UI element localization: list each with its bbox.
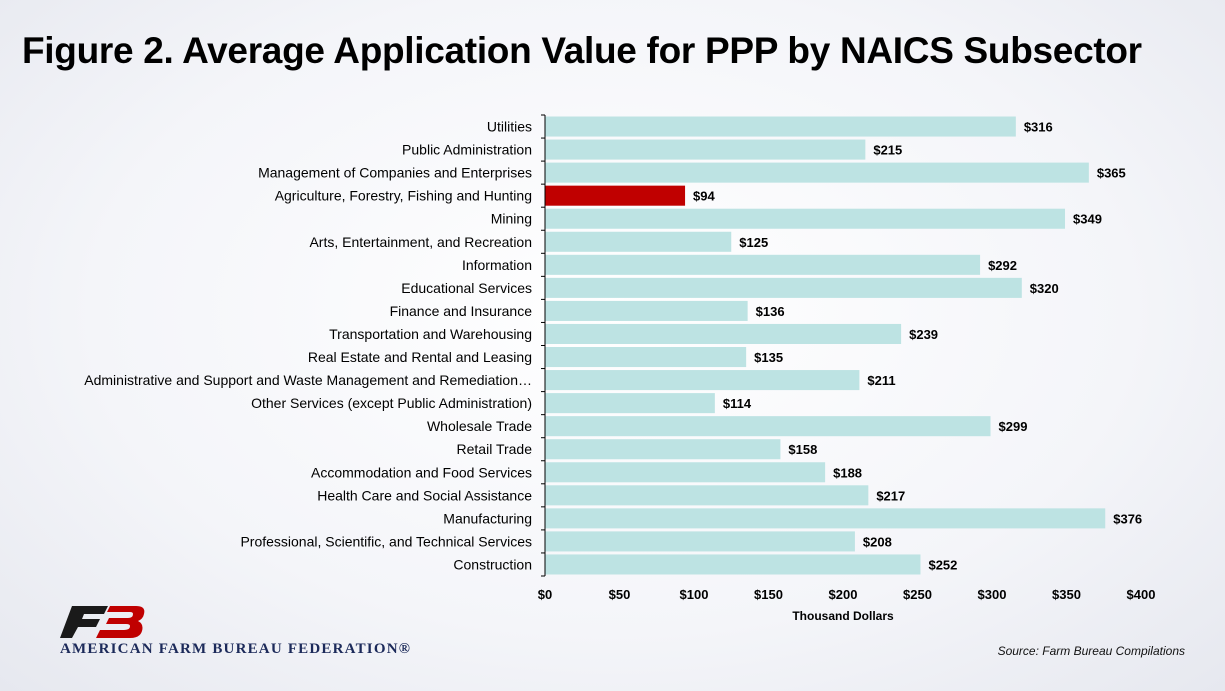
bar bbox=[545, 300, 748, 321]
organization-name: AMERICAN FARM BUREAU FEDERATION® bbox=[60, 641, 412, 657]
x-tick-label: $50 bbox=[609, 587, 631, 602]
value-label: $135 bbox=[754, 350, 783, 365]
bar bbox=[545, 116, 1016, 137]
bar bbox=[545, 370, 860, 391]
x-tick-label: $350 bbox=[1052, 587, 1081, 602]
x-tick-label: $400 bbox=[1127, 587, 1156, 602]
x-tick-label: $150 bbox=[754, 587, 783, 602]
bar bbox=[545, 439, 781, 460]
value-label: $349 bbox=[1073, 212, 1102, 227]
category-label: Agriculture, Forestry, Fishing and Hunti… bbox=[275, 188, 532, 204]
bar bbox=[545, 485, 869, 506]
bar bbox=[545, 393, 715, 414]
bar bbox=[545, 185, 686, 206]
category-label: Construction bbox=[453, 556, 532, 572]
value-labels-group: $316 $215 $365 $94 $349 $125 $292 $320 $136 $239 $… bbox=[693, 120, 1142, 573]
value-label: $94 bbox=[693, 189, 715, 204]
category-label: Educational Services bbox=[401, 280, 532, 296]
category-label: Real Estate and Rental and Leasing bbox=[308, 349, 532, 365]
category-label: Professional, Scientific, and Technical … bbox=[240, 533, 532, 549]
bar bbox=[545, 462, 826, 483]
bar bbox=[545, 277, 1022, 298]
category-label: Accommodation and Food Services bbox=[311, 464, 532, 480]
value-label: $188 bbox=[833, 465, 862, 480]
value-label: $217 bbox=[876, 488, 905, 503]
x-tick-label: $250 bbox=[903, 587, 932, 602]
category-label: Transportation and Warehousing bbox=[329, 326, 532, 342]
fb-logo-icon bbox=[60, 606, 145, 638]
category-label: Public Administration bbox=[402, 142, 532, 158]
category-label: Administrative and Support and Waste Man… bbox=[84, 372, 532, 388]
value-label: $252 bbox=[928, 557, 957, 572]
x-tick-label: $0 bbox=[538, 587, 552, 602]
category-label: Management of Companies and Enterprises bbox=[258, 165, 532, 181]
value-label: $211 bbox=[867, 373, 895, 388]
bar bbox=[545, 139, 866, 160]
category-label: Retail Trade bbox=[457, 441, 533, 457]
bar bbox=[545, 531, 855, 552]
x-tick-label: $300 bbox=[978, 587, 1007, 602]
x-tick-label: $200 bbox=[829, 587, 858, 602]
bars-group bbox=[545, 116, 1106, 575]
category-label: Finance and Insurance bbox=[390, 303, 533, 319]
bar bbox=[545, 254, 981, 275]
bar bbox=[545, 208, 1066, 229]
value-label: $208 bbox=[863, 534, 892, 549]
bar bbox=[545, 416, 991, 437]
value-label: $136 bbox=[756, 304, 785, 319]
category-label: Health Care and Social Assistance bbox=[317, 487, 532, 503]
category-labels-group: Utilities Public Administration Management… bbox=[84, 119, 532, 573]
y-axis-ticks-group bbox=[541, 114, 545, 577]
category-label: Wholesale Trade bbox=[427, 418, 532, 434]
x-tick-label: $100 bbox=[680, 587, 709, 602]
source-note: Source: Farm Bureau Compilations bbox=[997, 644, 1185, 658]
value-label: $299 bbox=[999, 419, 1028, 434]
value-label: $239 bbox=[909, 327, 938, 342]
value-label: $376 bbox=[1113, 511, 1142, 526]
value-label: $215 bbox=[873, 143, 902, 158]
value-label: $114 bbox=[723, 396, 752, 411]
value-label: $316 bbox=[1024, 120, 1053, 135]
chart-title: Figure 2. Average Application Value for … bbox=[22, 30, 1142, 71]
category-label: Mining bbox=[491, 211, 532, 227]
category-label: Information bbox=[462, 257, 532, 273]
value-label: $320 bbox=[1030, 281, 1059, 296]
category-label: Utilities bbox=[487, 119, 532, 135]
logo bbox=[58, 604, 458, 664]
category-label: Other Services (except Public Administra… bbox=[251, 395, 532, 411]
bar bbox=[545, 554, 921, 575]
value-label: $365 bbox=[1097, 166, 1126, 181]
value-label: $292 bbox=[988, 258, 1017, 273]
category-label: Manufacturing bbox=[443, 510, 532, 526]
bar bbox=[545, 323, 902, 345]
category-label: Arts, Entertainment, and Recreation bbox=[309, 234, 532, 250]
x-tick-labels-group: $0 $50 $100 $150 $200 $250 $300 $350 $400 bbox=[538, 587, 1156, 602]
value-label: $125 bbox=[739, 235, 768, 250]
bar bbox=[545, 162, 1089, 183]
bar bbox=[545, 508, 1106, 529]
value-label: $158 bbox=[788, 442, 817, 457]
bar bbox=[545, 346, 747, 368]
x-axis-title: Thousand Dollars bbox=[792, 609, 894, 623]
bar bbox=[545, 231, 732, 252]
